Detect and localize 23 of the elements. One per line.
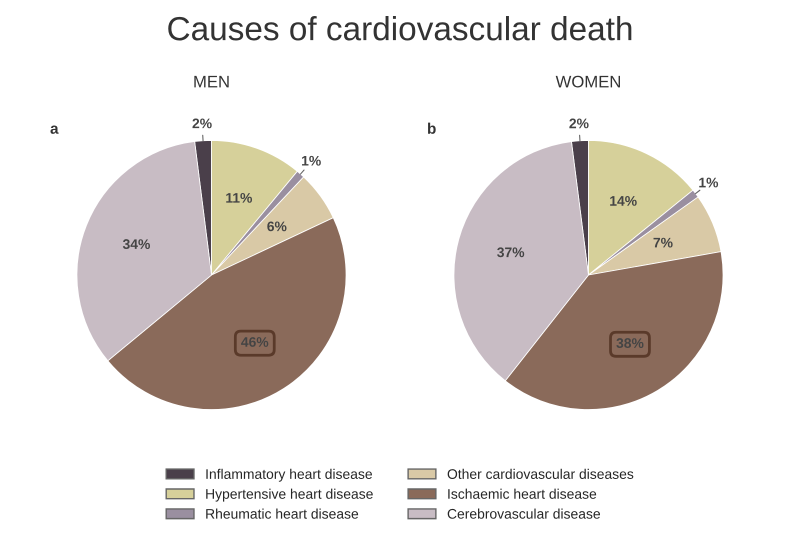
text: b	[428, 122, 436, 134]
data-label: 14%	[610, 196, 637, 206]
data-label: 46%	[241, 337, 268, 347]
legend-label: Rheumatic heart disease	[206, 508, 358, 519]
data-label: 37%	[497, 247, 524, 258]
data-label: 11%	[226, 192, 252, 203]
legend-label: Hypertensive heart disease	[206, 488, 373, 502]
chart-title: Causes of cardiovascular death	[168, 16, 632, 41]
data-label: 38%	[616, 338, 644, 348]
data-label: 34%	[122, 239, 150, 250]
legend-label: Inflammatory heart disease	[206, 468, 372, 482]
data-label: 7%	[654, 238, 673, 248]
text: a	[50, 125, 59, 134]
legend-label: Cerebrovascular disease	[448, 508, 600, 519]
data-label: 1%	[699, 178, 718, 188]
chart-subtitle: MEN	[194, 76, 229, 88]
data-label: 6%	[267, 221, 287, 232]
data-label: 2%	[569, 118, 589, 128]
data-label: 1%	[302, 156, 321, 166]
legend-label: Ischaemic heart disease	[448, 488, 596, 499]
chart-subtitle: WOMEN	[556, 76, 620, 88]
legend-label: Other cardiovascular diseases	[448, 468, 634, 479]
data-label: 2%	[192, 118, 212, 128]
